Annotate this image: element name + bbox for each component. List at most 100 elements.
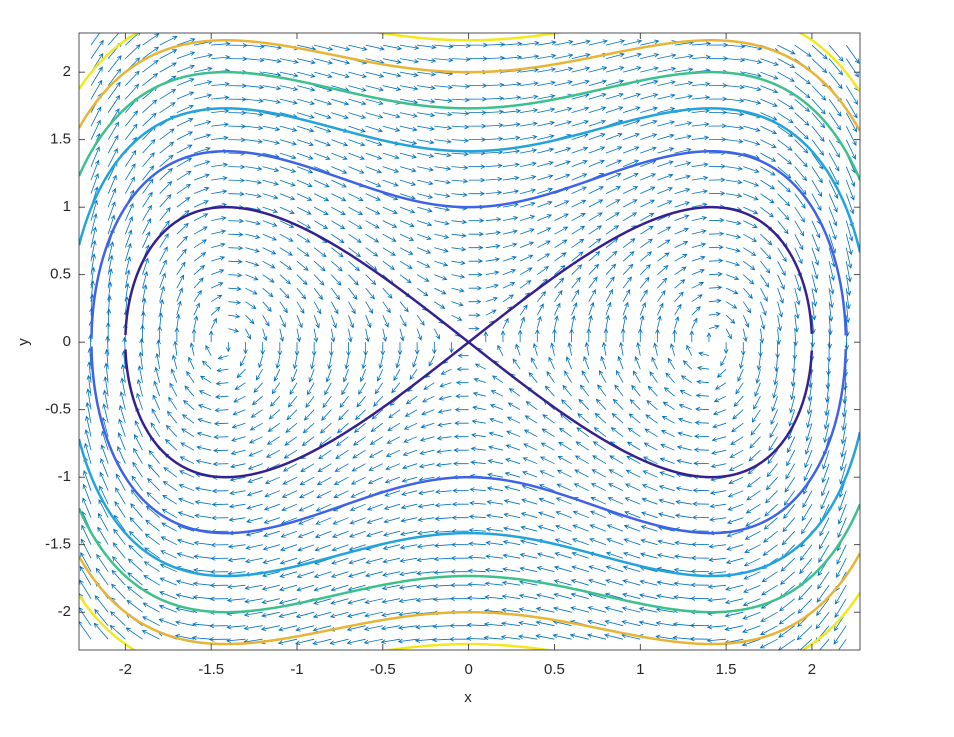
- arrow: [467, 568, 486, 574]
- arrow: [536, 290, 547, 302]
- arrow: [565, 356, 573, 370]
- arrow: [335, 449, 349, 459]
- arrow: [537, 200, 553, 208]
- arrow: [536, 552, 555, 559]
- arrow: [331, 274, 342, 286]
- arrow: [319, 422, 332, 434]
- arrow: [79, 579, 92, 599]
- arrow: [163, 466, 178, 478]
- arrow: [314, 44, 334, 51]
- arrow: [708, 177, 726, 183]
- arrow: [605, 52, 625, 60]
- arrow: [331, 193, 347, 202]
- arrow: [651, 356, 658, 370]
- arrow: [691, 317, 698, 329]
- arrow: [120, 377, 126, 397]
- arrow: [530, 357, 538, 370]
- arrow: [110, 611, 126, 626]
- arrow: [399, 206, 416, 214]
- arrow: [600, 355, 607, 370]
- arrow: [590, 483, 607, 492]
- arrow: [382, 260, 395, 271]
- arrow: [285, 422, 298, 433]
- arrow: [569, 328, 574, 343]
- arrow: [574, 469, 589, 478]
- arrow: [517, 329, 523, 343]
- arrow: [535, 606, 555, 613]
- arrow: [828, 166, 839, 186]
- arrow: [588, 66, 608, 73]
- arrow: [640, 133, 658, 141]
- arrow: [391, 382, 401, 394]
- arrow: [262, 571, 280, 578]
- arrow: [674, 201, 691, 208]
- arrow: [348, 557, 366, 565]
- arrow: [281, 503, 298, 512]
- arrow: [428, 355, 435, 367]
- arrow: [161, 508, 178, 519]
- arrow: [640, 106, 658, 114]
- arrow: [640, 186, 656, 195]
- arrow: [352, 449, 366, 459]
- arrow: [623, 92, 642, 100]
- y-tick-label: 0.5: [50, 266, 71, 283]
- arrow: [107, 268, 113, 289]
- arrow: [263, 530, 280, 538]
- arrow: [640, 525, 658, 532]
- arrow: [296, 166, 314, 174]
- arrow: [193, 80, 213, 87]
- arrow: [674, 303, 682, 316]
- arrow: [456, 366, 469, 372]
- arrow: [624, 497, 641, 505]
- arrow: [215, 381, 229, 386]
- arrow: [417, 44, 437, 50]
- arrow: [395, 355, 401, 369]
- arrow: [502, 229, 518, 235]
- arrow: [262, 557, 280, 564]
- arrow: [693, 447, 709, 453]
- arrow: [588, 146, 606, 154]
- arrow: [193, 252, 207, 262]
- arrow: [777, 220, 789, 235]
- arrow: [794, 71, 811, 85]
- arrow: [81, 524, 92, 545]
- arrow: [468, 137, 487, 143]
- arrow: [660, 443, 675, 451]
- arrow: [348, 139, 366, 147]
- arrow: [711, 436, 727, 442]
- contour-line: [79, 70, 860, 181]
- arrow: [96, 553, 109, 572]
- arrow: [660, 430, 675, 438]
- arrow: [622, 301, 629, 316]
- arrow: [107, 121, 119, 140]
- arrow: [371, 409, 384, 420]
- arrow: [260, 625, 280, 631]
- arrow: [571, 186, 587, 195]
- arrow: [593, 427, 607, 437]
- arrow: [468, 123, 487, 129]
- arrow: [383, 503, 401, 511]
- arrow: [300, 463, 315, 472]
- arrow: [690, 569, 709, 574]
- arrow: [474, 363, 486, 370]
- arrow: [505, 444, 521, 451]
- arrow: [382, 315, 389, 328]
- arrow: [588, 199, 604, 208]
- arrow: [161, 522, 178, 532]
- arrow: [725, 584, 744, 591]
- arrow: [640, 119, 658, 127]
- arrow: [228, 191, 245, 197]
- arrow: [365, 247, 379, 257]
- arrow: [348, 260, 360, 272]
- arrow: [279, 85, 299, 92]
- arrow: [689, 623, 709, 628]
- arrow: [828, 112, 842, 131]
- arrow: [131, 475, 143, 491]
- arrow: [632, 370, 641, 383]
- arrow: [765, 476, 778, 491]
- arrow: [434, 274, 448, 281]
- arrow: [312, 625, 332, 632]
- arrow: [640, 251, 652, 262]
- arrow: [571, 66, 591, 73]
- arrow: [398, 611, 418, 617]
